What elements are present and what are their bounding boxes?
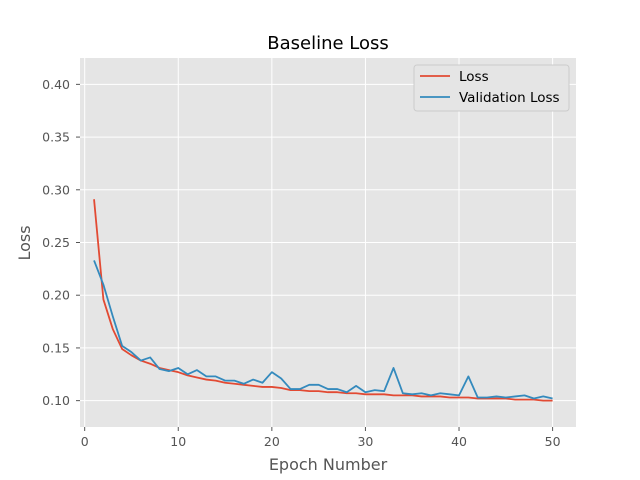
y-tick-label: 0.40 [42, 77, 70, 92]
y-axis-label: Loss [15, 225, 34, 260]
x-tick-label: 20 [264, 434, 280, 449]
legend-label-loss: Loss [459, 69, 489, 85]
x-axis-ticks: 0 10 20 30 40 50 [81, 427, 561, 449]
y-axis-ticks: 0.10 0.15 0.20 0.25 0.30 0.35 0.40 [42, 77, 80, 408]
grid [80, 58, 576, 427]
y-tick-label: 0.35 [42, 130, 70, 145]
series-line-validation-loss [93, 260, 553, 400]
y-tick-label: 0.25 [42, 235, 70, 250]
series-layer [93, 199, 553, 402]
y-tick-label: 0.15 [42, 340, 70, 355]
y-tick-label: 0.20 [42, 288, 70, 303]
x-tick-label: 0 [81, 434, 89, 449]
chart-title: Baseline Loss [267, 33, 389, 54]
x-tick-label: 30 [357, 434, 373, 449]
x-axis-label: Epoch Number [269, 455, 388, 474]
y-tick-label: 0.10 [42, 393, 70, 408]
y-tick-label: 0.30 [42, 182, 70, 197]
legend-label-validation-loss: Validation Loss [459, 90, 560, 106]
legend-box [413, 64, 570, 112]
x-tick-label: 40 [451, 434, 467, 449]
x-tick-label: 10 [170, 434, 186, 449]
legend: Loss Validation Loss [413, 64, 570, 112]
x-tick-label: 50 [545, 434, 561, 449]
